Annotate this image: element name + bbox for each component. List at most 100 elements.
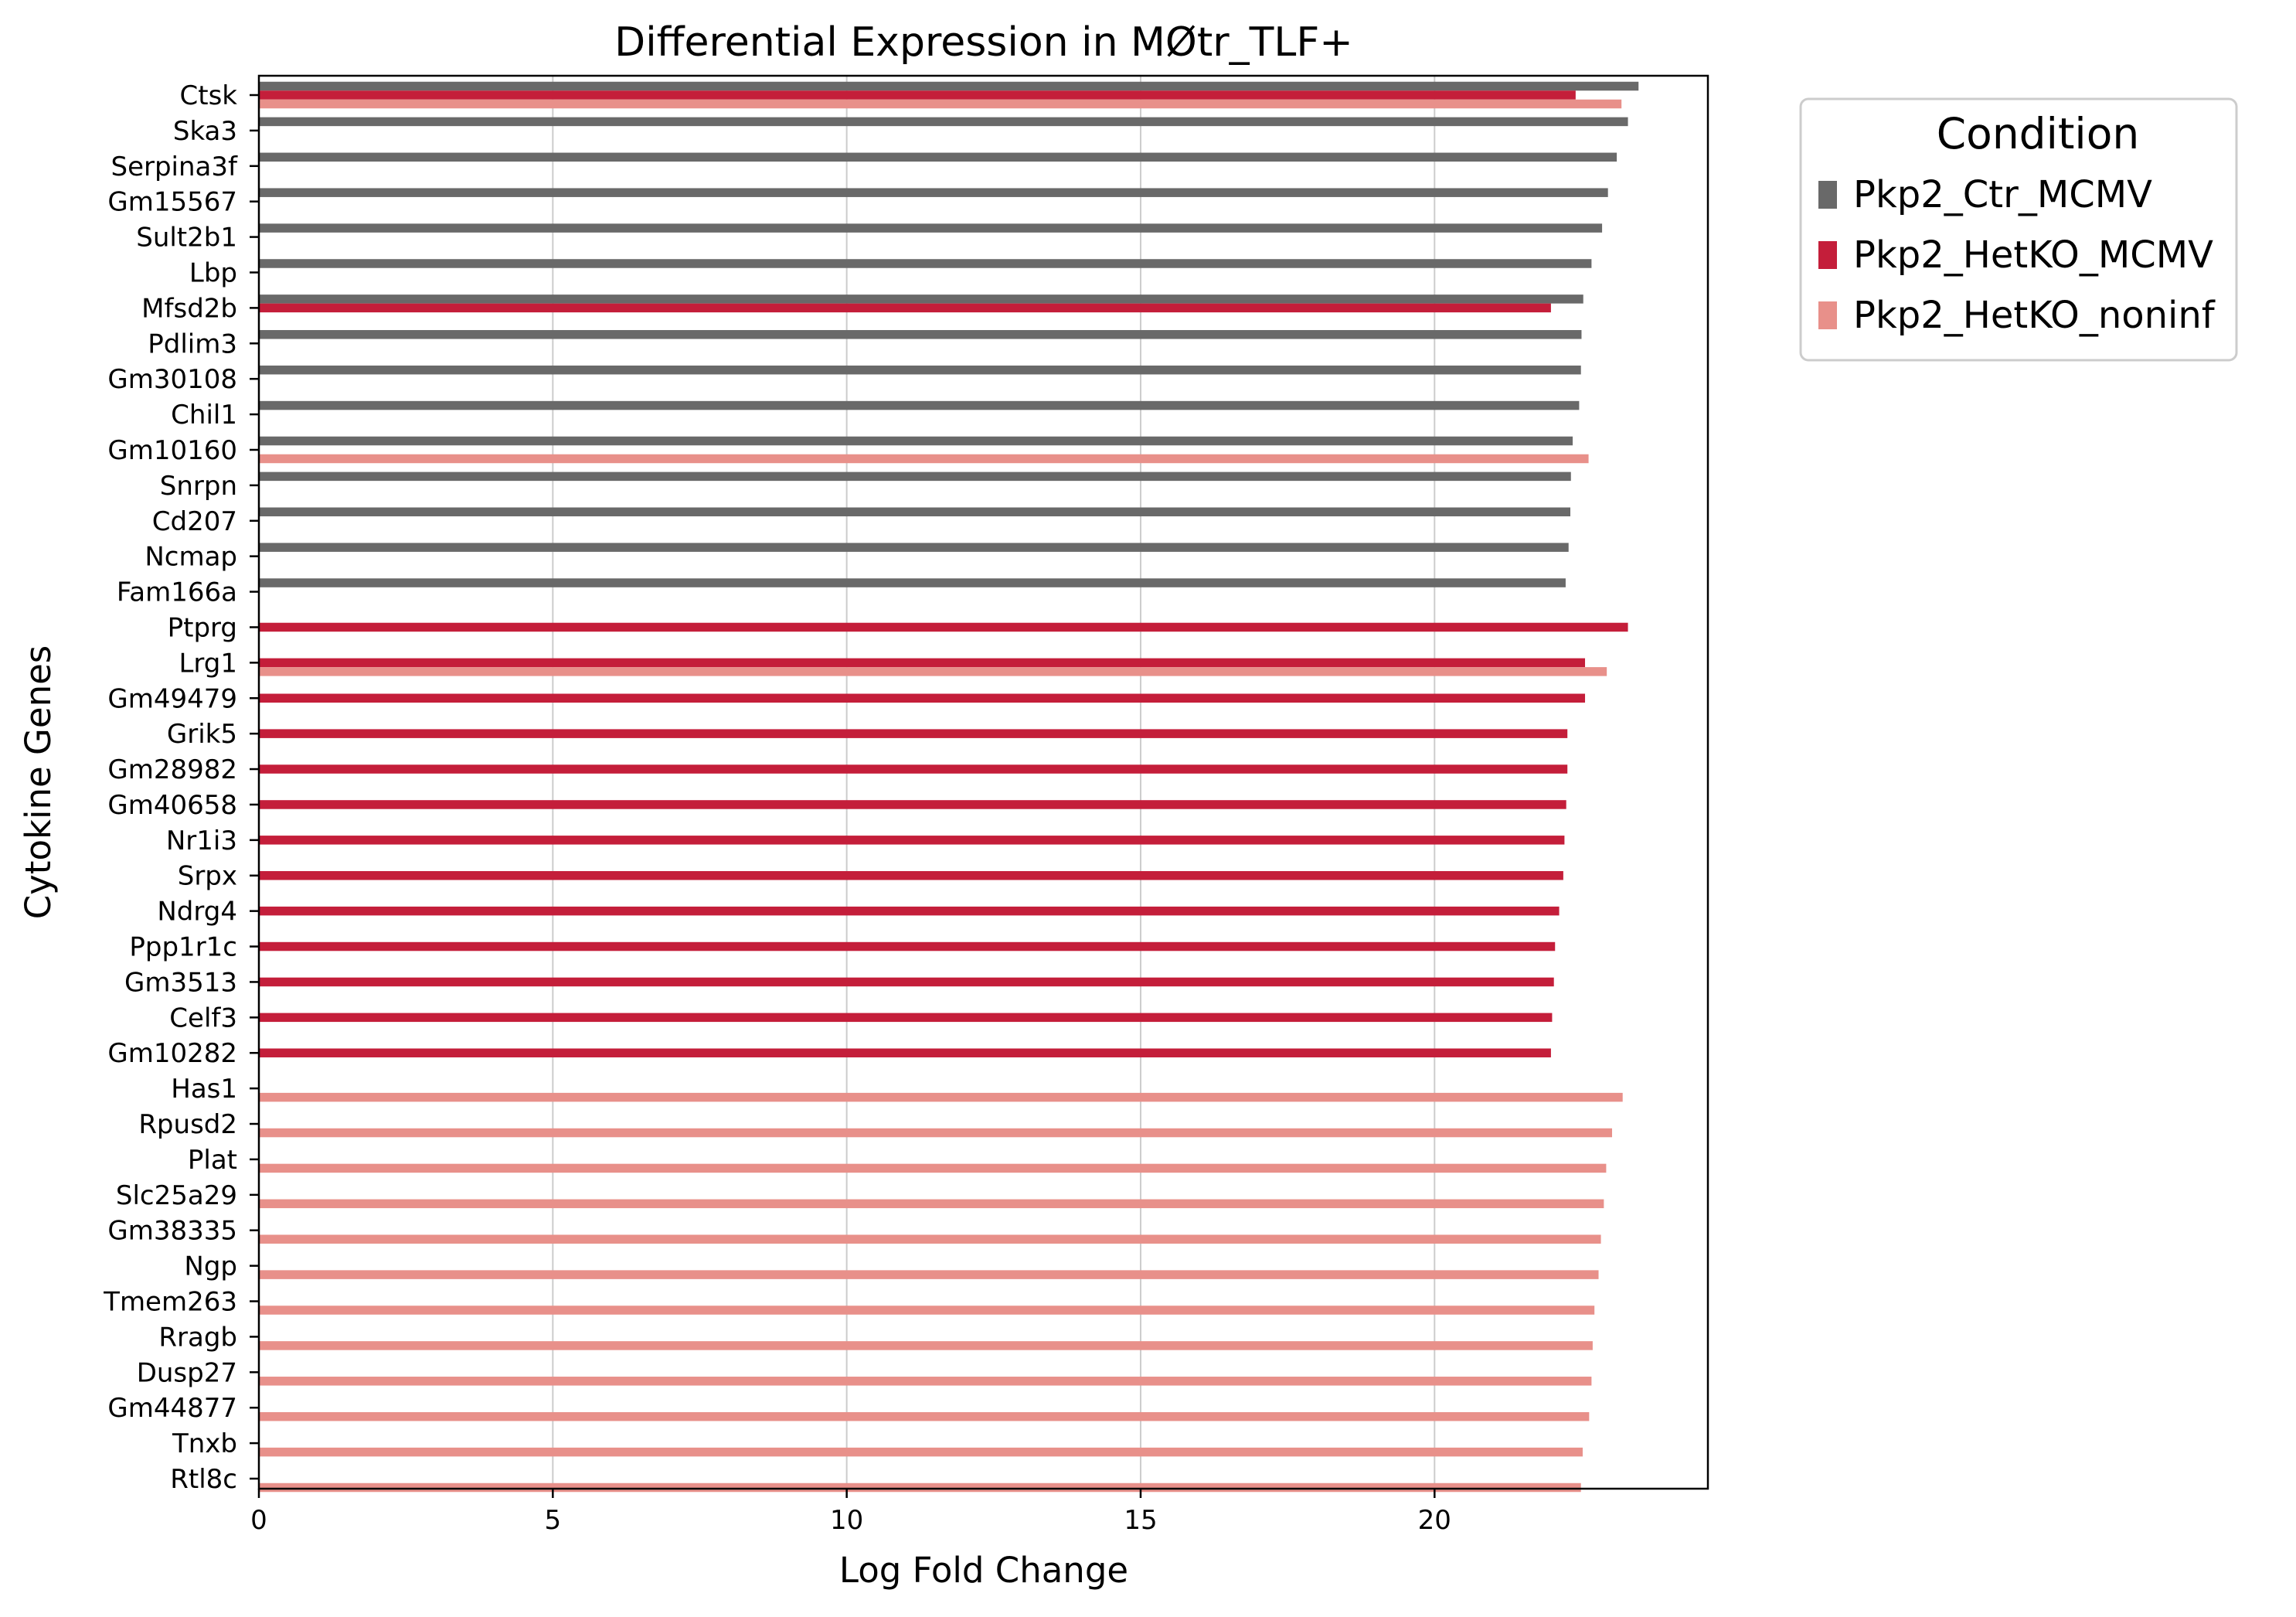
y-tick-label: Srpx xyxy=(178,861,237,892)
y-tick-label: Ngp xyxy=(184,1251,237,1282)
x-tick-label: 20 xyxy=(1418,1505,1451,1536)
bar-pkp2-hetko-mcmv xyxy=(259,941,1556,951)
y-tick-label: Ska3 xyxy=(173,116,237,147)
bar-pkp2-ctr-mcmv xyxy=(259,436,1573,446)
y-tick-label: Gm38335 xyxy=(107,1216,237,1247)
bar-pkp2-ctr-mcmv xyxy=(259,365,1581,375)
legend-frame xyxy=(1799,97,2238,362)
bar-pkp2-ctr-mcmv xyxy=(259,81,1639,91)
y-tick-label: Rpusd2 xyxy=(138,1109,237,1140)
bars xyxy=(259,81,1639,1493)
y-tick-label: Cd207 xyxy=(152,506,237,537)
y-tick-label: Gm44877 xyxy=(107,1393,237,1424)
y-tick-label: Gm49479 xyxy=(107,683,237,714)
bar-pkp2-hetko-noninf xyxy=(259,1306,1595,1315)
y-tick-label: Slc25a29 xyxy=(116,1180,237,1211)
bar-pkp2-ctr-mcmv xyxy=(259,223,1603,233)
y-tick-label: Lrg1 xyxy=(179,648,237,679)
y-tick-label: Ptprg xyxy=(168,612,237,643)
y-tick-label: Gm10282 xyxy=(107,1038,237,1069)
y-tick-label: Rragb xyxy=(158,1322,237,1353)
x-axis-ticks: 0 5 10 15 20 xyxy=(250,1489,1451,1536)
y-tick-label: Gm15567 xyxy=(107,187,237,218)
bar-pkp2-ctr-mcmv xyxy=(259,188,1608,197)
bar-pkp2-ctr-mcmv xyxy=(259,152,1617,162)
y-tick-label: Celf3 xyxy=(169,1003,237,1033)
bar-pkp2-ctr-mcmv xyxy=(259,543,1569,552)
bar-pkp2-hetko-noninf xyxy=(259,454,1589,464)
bar-pkp2-ctr-mcmv xyxy=(259,259,1592,268)
x-tick-label: 15 xyxy=(1124,1505,1157,1536)
y-tick-label: Gm30108 xyxy=(107,364,237,395)
y-tick-label: Mfsd2b xyxy=(141,293,237,324)
bar-pkp2-hetko-mcmv xyxy=(259,658,1586,668)
y-tick-label: Nr1i3 xyxy=(166,826,237,856)
legend-swatch xyxy=(1818,301,1837,329)
bar-pkp2-hetko-noninf xyxy=(259,1377,1592,1386)
y-tick-label: Gm10160 xyxy=(107,435,237,466)
plot-frame xyxy=(257,74,1709,1490)
bar-pkp2-ctr-mcmv xyxy=(259,117,1628,127)
bar-pkp2-hetko-mcmv xyxy=(259,622,1628,632)
y-tick-label: Sult2b1 xyxy=(136,223,237,254)
y-tick-label: Chil1 xyxy=(171,400,237,431)
y-tick-label: Ctsk xyxy=(180,80,238,111)
y-tick-label: Tmem263 xyxy=(103,1287,237,1318)
y-tick-label: Ndrg4 xyxy=(157,897,237,928)
bar-pkp2-ctr-mcmv xyxy=(259,294,1583,304)
bar-pkp2-hetko-noninf xyxy=(259,667,1607,676)
y-tick-label: Snrpn xyxy=(160,471,237,502)
bar-pkp2-hetko-mcmv xyxy=(259,977,1554,987)
legend-swatch xyxy=(1818,181,1837,209)
bar-pkp2-hetko-noninf xyxy=(259,1199,1604,1209)
y-tick-label: Has1 xyxy=(171,1074,237,1105)
legend-label: Pkp2_HetKO_MCMV xyxy=(1853,233,2213,277)
legend-label: Pkp2_Ctr_MCMV xyxy=(1853,173,2152,216)
y-tick-label: Gm28982 xyxy=(107,754,237,785)
bar-pkp2-hetko-noninf xyxy=(259,1483,1581,1493)
bar-pkp2-hetko-noninf xyxy=(259,1270,1599,1279)
bar-pkp2-hetko-noninf xyxy=(259,1092,1623,1102)
bar-pkp2-hetko-noninf xyxy=(259,1234,1601,1244)
bar-pkp2-ctr-mcmv xyxy=(259,507,1571,517)
bar-pkp2-hetko-mcmv xyxy=(259,1013,1553,1023)
bar-pkp2-hetko-mcmv xyxy=(259,303,1551,313)
y-tick-label: Serpina3f xyxy=(111,151,239,182)
legend-label: Pkp2_HetKO_noninf xyxy=(1853,294,2216,337)
bar-pkp2-hetko-noninf xyxy=(259,99,1622,109)
y-tick-label: Lbp xyxy=(189,257,237,288)
bar-pkp2-hetko-mcmv xyxy=(259,836,1565,845)
y-tick-label: Fam166a xyxy=(117,577,237,608)
x-tick-label: 5 xyxy=(545,1505,562,1536)
bar-pkp2-hetko-mcmv xyxy=(259,906,1560,916)
bar-pkp2-hetko-mcmv xyxy=(259,800,1566,809)
y-tick-label: Ppp1r1c xyxy=(129,932,237,963)
bar-pkp2-ctr-mcmv xyxy=(259,330,1582,339)
y-tick-label: Gm3513 xyxy=(124,967,237,998)
legend-title: Condition xyxy=(1937,109,2139,158)
bar-pkp2-hetko-noninf xyxy=(259,1163,1607,1173)
legend-swatch xyxy=(1818,241,1837,269)
bar-pkp2-hetko-noninf xyxy=(259,1447,1583,1457)
y-tick-label: Plat xyxy=(188,1145,237,1176)
y-tick-label: Gm40658 xyxy=(107,790,237,821)
bar-pkp2-hetko-mcmv xyxy=(259,729,1568,738)
y-tick-label: Tnxb xyxy=(172,1428,237,1459)
y-tick-label: Grik5 xyxy=(167,719,237,750)
bar-pkp2-ctr-mcmv xyxy=(259,578,1566,587)
y-axis-label: Cytokine Genes xyxy=(18,645,59,920)
x-tick-label: 0 xyxy=(250,1505,267,1536)
bar-pkp2-hetko-noninf xyxy=(259,1411,1590,1421)
bar-pkp2-hetko-mcmv xyxy=(259,764,1568,774)
bar-pkp2-hetko-mcmv xyxy=(259,1048,1551,1057)
y-tick-label: Rtl8c xyxy=(170,1464,237,1495)
bar-pkp2-ctr-mcmv xyxy=(259,471,1571,482)
bar-pkp2-hetko-noninf xyxy=(259,1341,1593,1350)
bar-pkp2-hetko-mcmv xyxy=(259,90,1576,100)
y-tick-label: Ncmap xyxy=(145,542,237,573)
legend-entries: Pkp2_Ctr_MCMV Pkp2_HetKO_MCMV Pkp2_HetKO_n… xyxy=(1818,173,2216,337)
y-tick-label: Dusp27 xyxy=(137,1357,237,1388)
